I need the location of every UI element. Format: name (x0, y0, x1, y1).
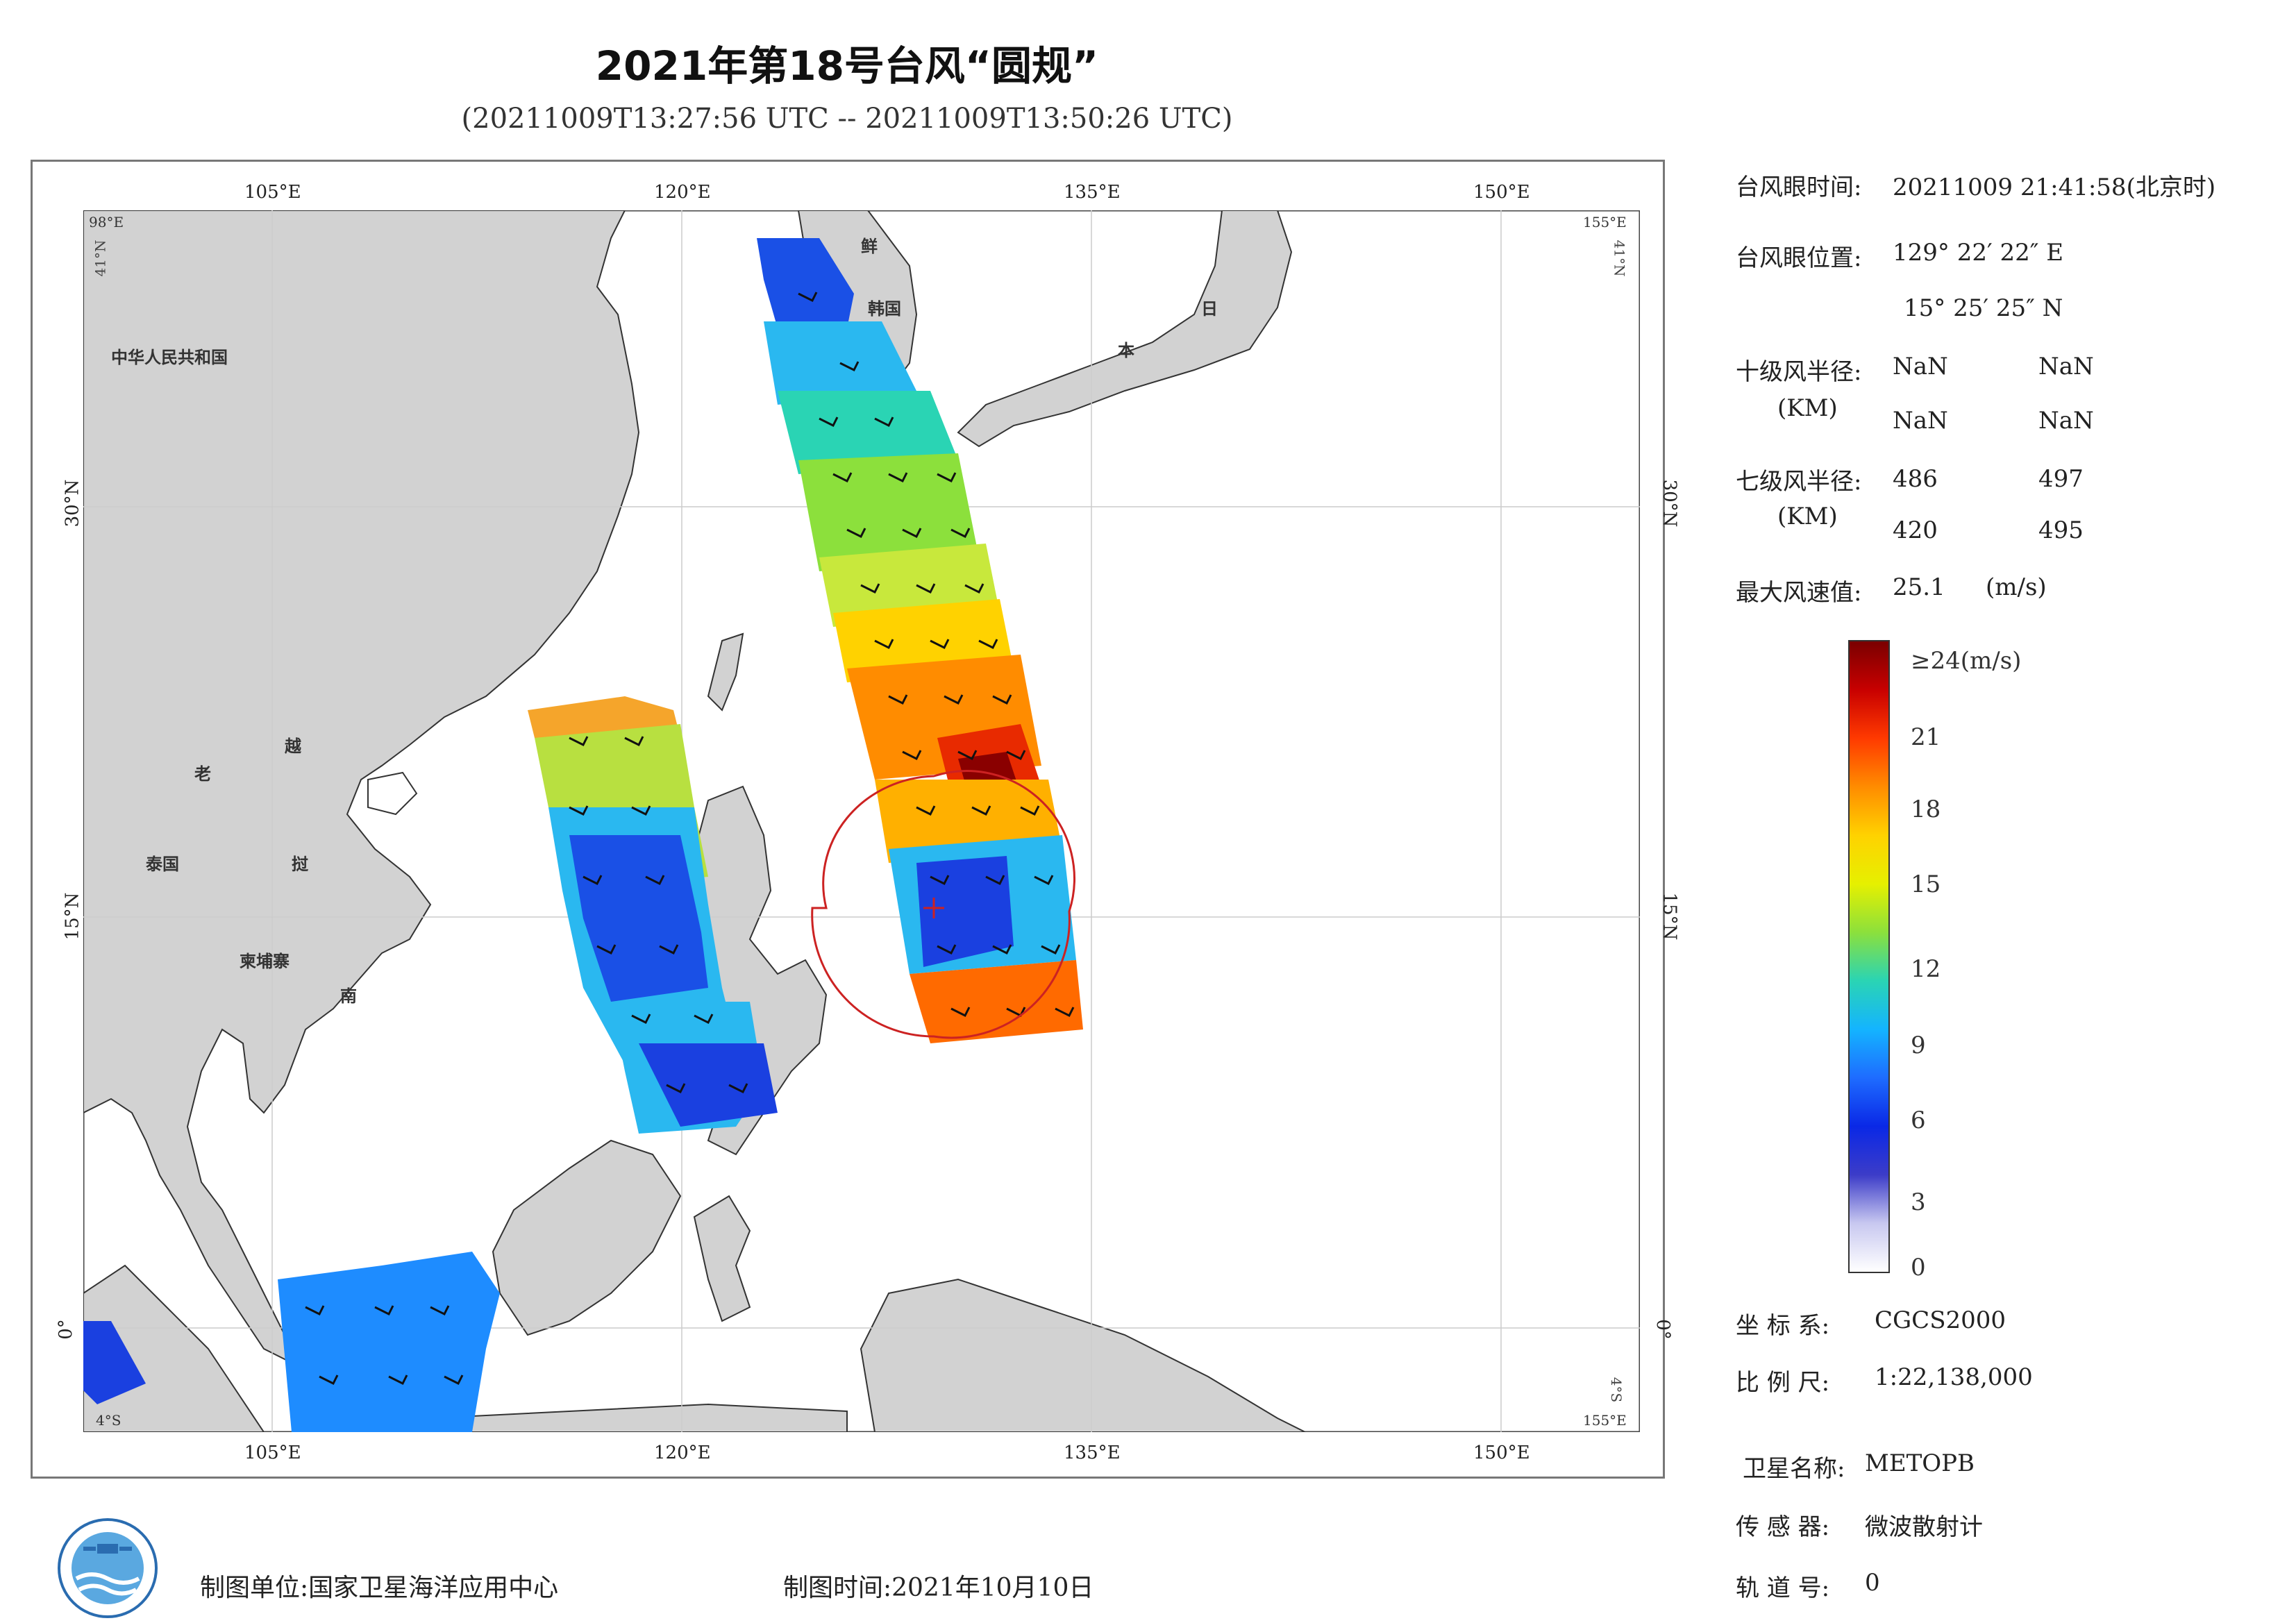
label-korea-n: 鲜 (861, 236, 878, 256)
r7-value-nw: 495 (2038, 516, 2084, 544)
lon-tick-bottom-105: 105°E (244, 1443, 301, 1463)
label-china: 中华人民共和国 (111, 347, 228, 367)
lat-tick-left-15: 15°N (62, 892, 83, 941)
corner-top-left: 98°E (89, 214, 124, 230)
label-thailand: 泰国 (146, 854, 179, 874)
r10-value-se: NaN (2038, 353, 2094, 380)
lat-tick-left-30: 30°N (62, 479, 83, 528)
colorbar-tick-12: 12 (1911, 955, 1941, 983)
r7-value-ne: 486 (1893, 465, 1938, 493)
lon-tick-top-150: 150°E (1473, 182, 1530, 203)
label-japan-2: 本 (1118, 340, 1134, 360)
map-title: 2021年第18号台风“圆规” (595, 42, 1099, 90)
satellite-label: 卫星名称: (1743, 1455, 1845, 1483)
wind-swath-east (757, 238, 1083, 1043)
colorbar-tick-21: 21 (1911, 723, 1941, 751)
r7-unit: (KM) (1777, 503, 1838, 530)
wind-swath-west (528, 696, 778, 1134)
map-frame (31, 160, 1665, 1479)
footer-date: 制图时间:2021年10月10日 (783, 1574, 1094, 1602)
land-hainan (367, 771, 418, 816)
label-vietnam-1: 越 (285, 736, 302, 756)
label-laos: 老 (194, 764, 211, 784)
colorbar-tick-15: 15 (1911, 871, 1941, 898)
r10-label: 十级风半径: (1736, 358, 1862, 386)
colorbar-tick-18: 18 (1911, 796, 1941, 823)
r10-unit: (KM) (1777, 394, 1838, 422)
label-japan-1: 日 (1201, 298, 1218, 319)
colorbar-top-label: ≥24(m/s) (1911, 647, 2022, 675)
lat-tick-right-15: 15°N (1659, 892, 1680, 941)
land-taiwan (707, 632, 744, 712)
corner-right-top: 41°N (1611, 239, 1628, 277)
corner-bottom-left: 4°S (96, 1412, 121, 1429)
label-laos-2: 挝 (292, 854, 309, 874)
label-korea-s: 韩国 (868, 298, 901, 319)
colorbar-tick-0: 0 (1911, 1254, 1926, 1281)
lon-tick-bottom-135: 135°E (1064, 1443, 1121, 1463)
eye-lon-value: 129° 22′ 22″ E (1893, 239, 2064, 267)
lat-tick-right-0: 0° (1652, 1319, 1673, 1340)
lat-tick-right-30: 30°N (1659, 479, 1680, 528)
r7-value-se: 497 (2038, 465, 2084, 493)
corner-bottom-right: 155°E (1583, 1412, 1627, 1429)
r7-value-sw: 420 (1893, 516, 1938, 544)
lon-tick-top-120: 120°E (654, 182, 711, 203)
wind-map[interactable]: 中华人民共和国 老 越 南 泰国 挝 柬埔寨 鲜 韩国 日 本 98°E 155… (83, 210, 1640, 1432)
eye-time-value: 20211009 21:41:58(北京时) (1893, 174, 2216, 201)
wind-barbs (305, 292, 1075, 1386)
max-wind-value: 25.1 (1893, 573, 1945, 601)
wind-swath-south (83, 1252, 500, 1432)
scale-label: 比 例 尺: (1736, 1369, 1830, 1397)
land-borneo (492, 1139, 682, 1336)
map-subtitle: (20211009T13:27:56 UTC -- 20211009T13:50… (461, 103, 1233, 135)
land-asia (83, 210, 640, 1364)
corner-left-top: 41°N (92, 239, 109, 277)
r10-value-nw: NaN (2038, 407, 2094, 435)
corner-right-bottom: 4°S (1608, 1377, 1625, 1403)
eye-time-label: 台风眼时间: (1736, 174, 1862, 201)
typhoon-eye-marker (923, 898, 944, 918)
scale-value: 1:22,138,000 (1875, 1363, 2033, 1391)
nsoas-logo-icon (58, 1518, 158, 1618)
land-newguinea (860, 1278, 1306, 1432)
r10-value-sw: NaN (1893, 407, 1948, 435)
wind-speed-colorbar (1848, 640, 1890, 1273)
footer-producer: 制图单位:国家卫星海洋应用中心 (200, 1574, 559, 1602)
colorbar-tick-6: 6 (1911, 1107, 1926, 1134)
crs-value: CGCS2000 (1875, 1306, 2006, 1334)
satellite-value: METOPB (1865, 1449, 1975, 1477)
lon-tick-bottom-120: 120°E (654, 1443, 711, 1463)
eye-lat-value: 15° 25′ 25″ N (1904, 294, 2063, 322)
max-wind-label: 最大风速值: (1736, 579, 1862, 607)
label-cambodia: 柬埔寨 (240, 951, 290, 971)
crs-label: 坐 标 系: (1736, 1312, 1830, 1340)
r7-label: 七级风半径: (1736, 468, 1862, 496)
label-vietnam-2: 南 (340, 986, 357, 1006)
colorbar-tick-3: 3 (1911, 1188, 1926, 1216)
land-japan (957, 210, 1293, 448)
max-wind-unit: (m/s) (1986, 573, 2047, 601)
land-sulawesi (693, 1195, 751, 1322)
eye-pos-label: 台风眼位置: (1736, 244, 1862, 272)
r10-value-ne: NaN (1893, 353, 1948, 380)
colorbar-tick-9: 9 (1911, 1032, 1926, 1059)
typhoon-wind-radius (811, 770, 1075, 1039)
lon-tick-top-135: 135°E (1064, 182, 1121, 203)
orbit-value: 0 (1865, 1569, 1880, 1597)
corner-top-right: 155°E (1583, 214, 1627, 230)
orbit-label: 轨 道 号: (1736, 1574, 1830, 1602)
sensor-value: 微波散射计 (1865, 1513, 1983, 1541)
lon-tick-top-105: 105°E (244, 182, 301, 203)
sensor-label: 传 感 器: (1736, 1513, 1830, 1541)
lon-tick-bottom-150: 150°E (1473, 1443, 1530, 1463)
lat-tick-left-0: 0° (55, 1319, 76, 1340)
